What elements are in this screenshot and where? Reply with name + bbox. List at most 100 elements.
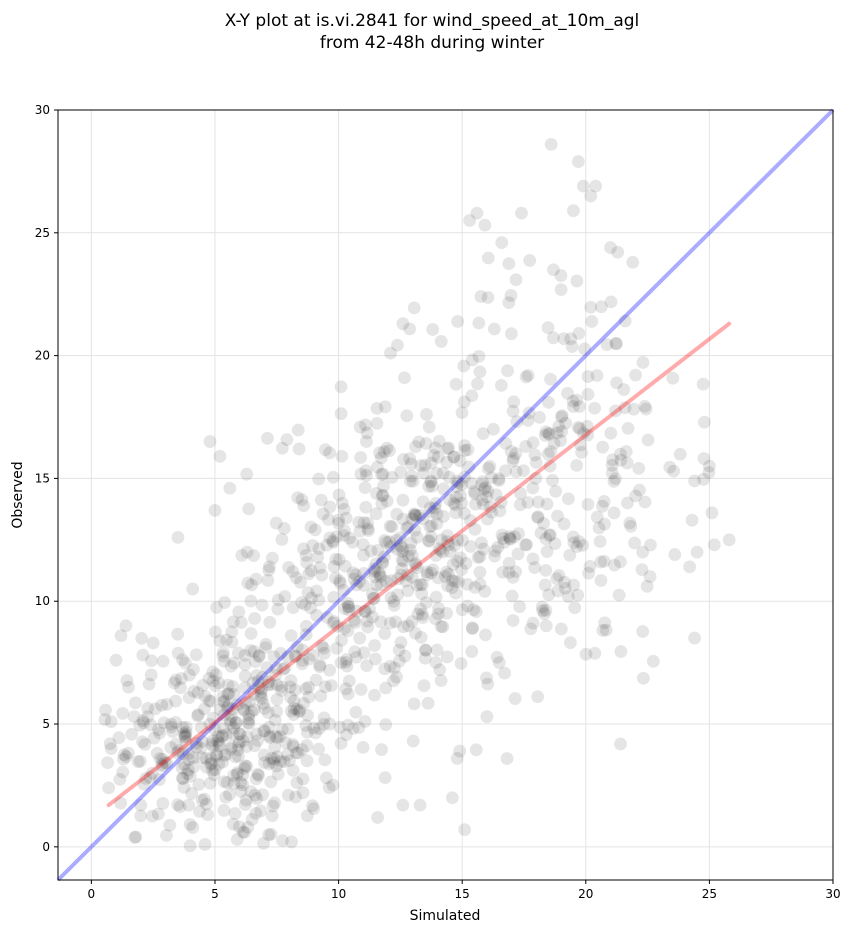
scatter-point — [373, 446, 386, 460]
scatter-point — [416, 578, 429, 592]
scatter-point — [493, 504, 507, 518]
scatter-point — [584, 189, 598, 203]
scatter-point — [217, 775, 231, 789]
scatter-point — [568, 601, 582, 615]
scatter-point — [621, 496, 634, 510]
scatter-point — [293, 704, 307, 717]
scatter-point — [627, 402, 641, 416]
scatter-point — [383, 659, 397, 673]
scatter-point — [526, 552, 540, 566]
scatter-point — [420, 565, 434, 579]
scatter-point — [508, 692, 522, 705]
scatter-point — [238, 704, 251, 717]
scatter-point — [337, 583, 351, 597]
scatter-point — [567, 204, 580, 218]
scatter-point — [217, 804, 231, 817]
scatter-point — [416, 512, 430, 526]
scatter-point — [304, 601, 318, 615]
scatter-point — [288, 683, 302, 697]
scatter-point — [335, 633, 348, 647]
scatter-point — [299, 548, 313, 562]
scatter-point — [440, 650, 454, 664]
scatter-point — [230, 833, 244, 846]
scatter-point — [599, 623, 613, 637]
scatter-point — [323, 500, 337, 514]
scatter-point — [302, 652, 316, 666]
scatter-point — [342, 603, 356, 617]
scatter-point — [208, 763, 222, 777]
scatter-point — [203, 717, 217, 731]
scatter-point — [479, 628, 492, 642]
scatter-point — [263, 731, 277, 744]
scatter-point — [177, 758, 191, 771]
scatter-point — [465, 645, 479, 658]
scatter-point — [279, 736, 293, 750]
scatter-point — [192, 778, 206, 791]
x-tick-label: 5 — [211, 887, 219, 901]
scatter-point — [261, 678, 275, 692]
scatter-point — [542, 588, 556, 602]
identity-line — [56, 108, 835, 882]
scatter-point — [415, 608, 429, 621]
scatter-point — [397, 620, 410, 634]
scatter-point — [266, 799, 280, 813]
scatter-point — [554, 283, 568, 297]
scatter-point — [383, 444, 396, 457]
scatter-point — [589, 179, 603, 193]
scatter-point — [238, 658, 252, 671]
scatter-point — [346, 566, 360, 580]
scatter-point — [408, 508, 421, 522]
scatter-point — [636, 545, 650, 559]
scatter-point — [663, 460, 677, 474]
scatter-point — [296, 786, 310, 800]
scatter-point — [409, 556, 422, 570]
scatter-point — [673, 447, 687, 461]
scatter-point — [451, 554, 464, 568]
scatter-point — [494, 495, 508, 509]
scatter-point — [145, 809, 159, 823]
scatter-point — [449, 506, 463, 520]
scatter-point — [260, 661, 274, 674]
scatter-point — [191, 709, 205, 723]
scatter-point — [387, 661, 401, 675]
scatter-point — [204, 694, 218, 708]
scatter-point — [395, 544, 409, 558]
scatter-point — [410, 530, 424, 544]
scatter-point — [374, 578, 388, 592]
scatter-point — [379, 681, 393, 695]
scatter-point — [191, 708, 205, 722]
scatter-point — [458, 439, 471, 453]
scatter-point — [406, 474, 420, 488]
scatter-point — [520, 538, 533, 552]
scatter-point — [236, 734, 250, 748]
scatter-point — [269, 729, 283, 743]
scatter-point — [206, 740, 220, 753]
scatter-point — [175, 761, 189, 775]
scatter-point — [506, 404, 520, 418]
scatter-point — [450, 474, 464, 488]
scatter-point — [414, 459, 427, 472]
scatter-point — [399, 574, 413, 588]
scatter-point — [635, 563, 649, 577]
scatter-point — [495, 528, 509, 542]
scatter-point — [284, 690, 297, 704]
scatter-point — [572, 535, 586, 549]
scatter-point — [688, 631, 701, 645]
scatter-point — [298, 598, 312, 611]
scatter-point — [385, 520, 399, 534]
scatter-point — [375, 468, 389, 481]
scatter-point — [505, 589, 519, 603]
scatter-point — [496, 565, 510, 579]
scatter-point — [605, 458, 619, 472]
scatter-point — [413, 508, 427, 522]
scatter-point — [252, 769, 265, 782]
scatter-point — [155, 758, 169, 771]
scatter-point — [366, 591, 380, 605]
scatter-point — [254, 689, 268, 703]
scatter-point — [451, 533, 464, 547]
scatter-point — [372, 566, 386, 580]
scatter-point — [385, 471, 399, 484]
scatter-point — [203, 776, 217, 790]
scatter-point — [358, 605, 372, 618]
scatter-point — [375, 555, 389, 569]
